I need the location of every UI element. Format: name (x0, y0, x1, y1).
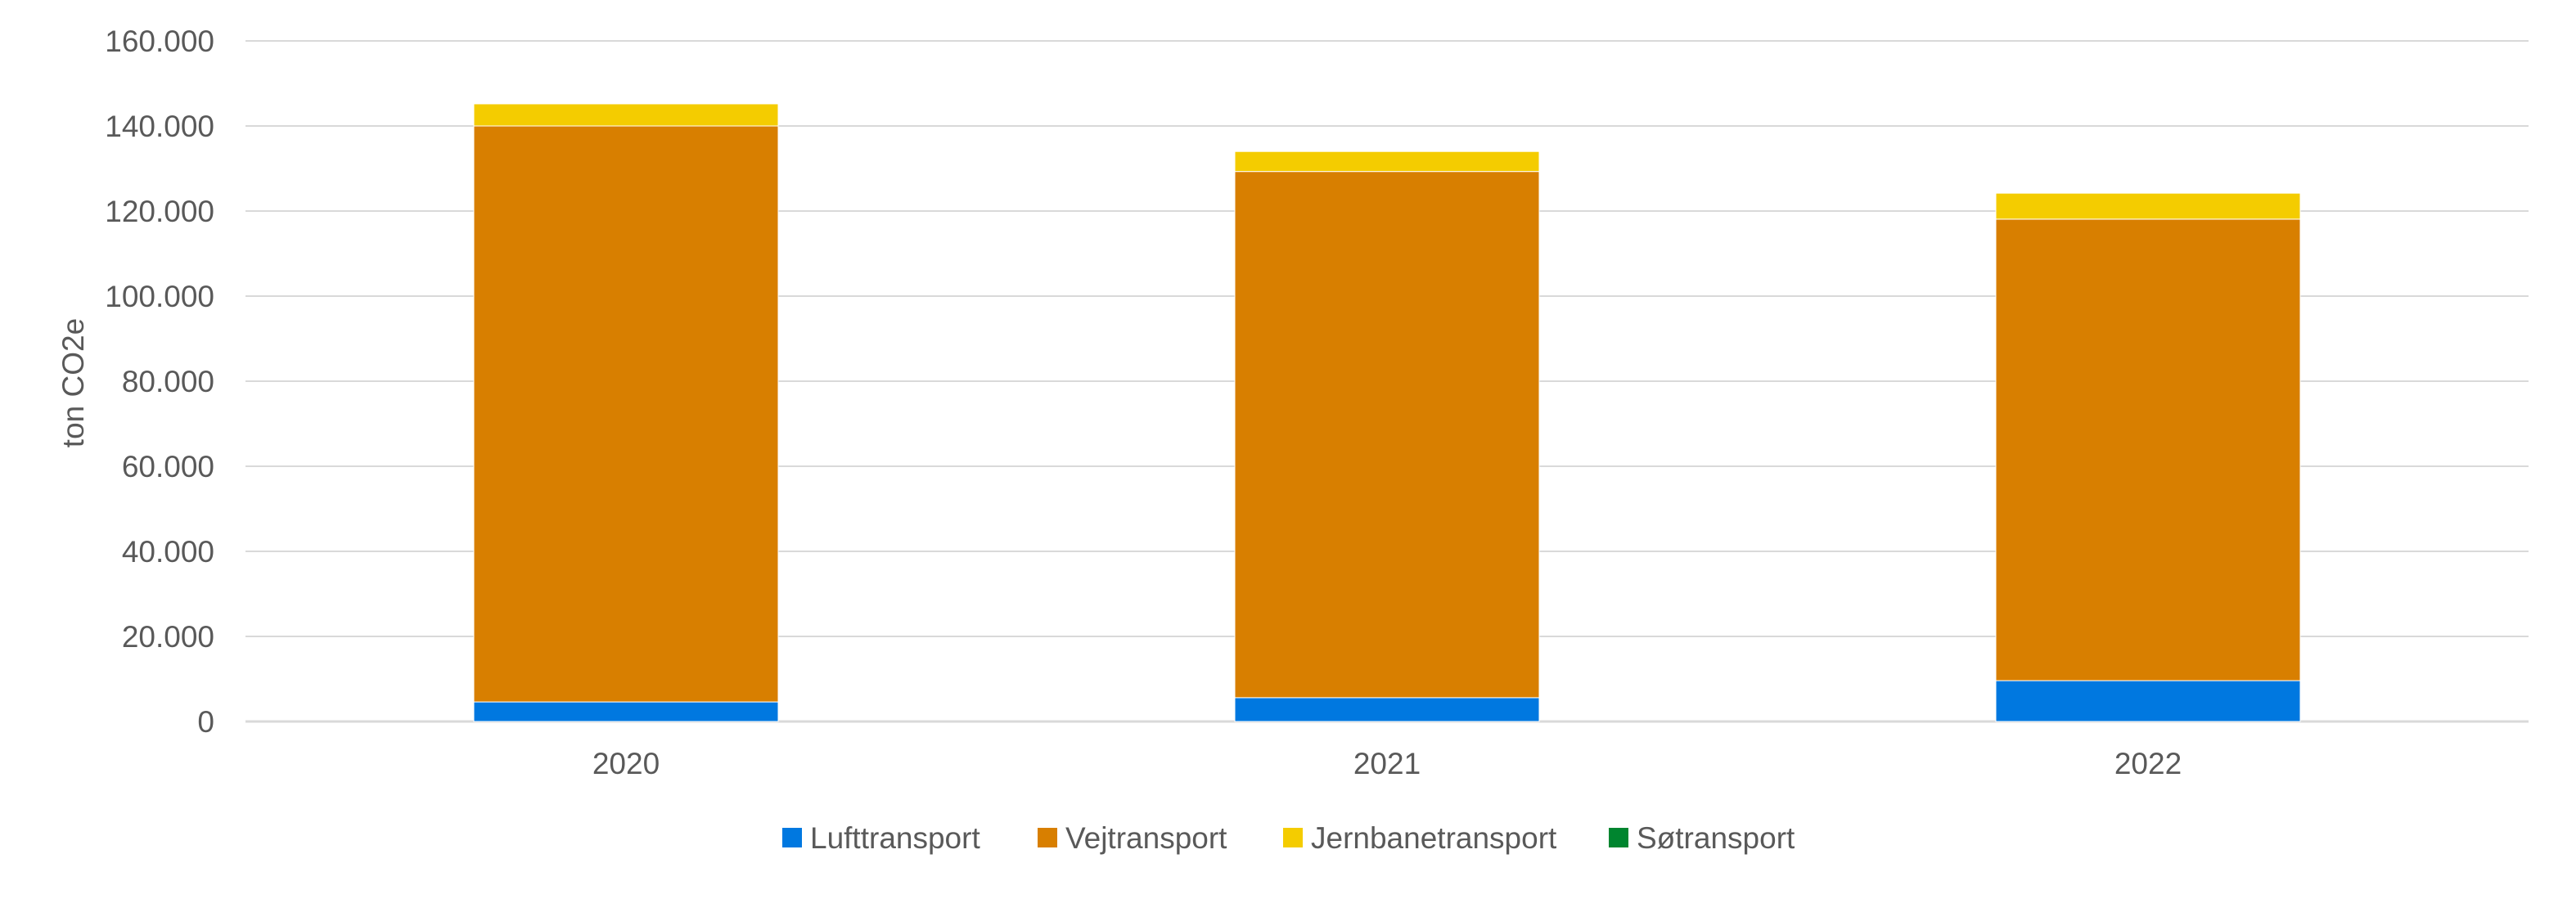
legend-label: Jernbanetransport (1311, 821, 1557, 855)
bar-lufttransport-2020 (473, 701, 779, 722)
y-tick-label: 20.000 (122, 620, 214, 654)
bar-jernbanetransport-2020 (473, 103, 779, 127)
y-tick-label: 100.000 (105, 280, 214, 313)
bar-vejtransport-2020 (473, 125, 779, 703)
bar-vejtransport-2021 (1234, 171, 1540, 699)
y-tick-label: 120.000 (105, 195, 214, 228)
bars (473, 103, 2301, 722)
legend-item: Lufttransport (782, 821, 980, 855)
bar-jernbanetransport-2022 (1995, 192, 2301, 220)
legend-swatch (1609, 828, 1628, 847)
legend-swatch (1038, 828, 1057, 847)
y-axis-ticks: 0 20.000 40.000 60.000 80.000 100.000 120.000 1… (105, 25, 214, 739)
x-axis-ticks: 2020 2021 2022 (592, 747, 2182, 780)
legend-item: Jernbanetransport (1283, 821, 1557, 855)
y-axis-label: ton CO2e (56, 318, 90, 447)
bar-lufttransport-2021 (1234, 697, 1540, 722)
legend-item: Vejtransport (1038, 821, 1227, 855)
y-tick-label: 80.000 (122, 365, 214, 398)
legend-swatch (782, 828, 802, 847)
bar-vejtransport-2022 (1995, 218, 2301, 681)
legend-label: Søtransport (1637, 821, 1795, 855)
x-tick-label: 2022 (2114, 747, 2182, 780)
legend-swatch (1283, 828, 1303, 847)
x-tick-label: 2020 (592, 747, 660, 780)
y-tick-label: 0 (197, 705, 214, 739)
y-tick-label: 60.000 (122, 450, 214, 483)
bar-lufttransport-2022 (1995, 680, 2301, 722)
legend-label: Vejtransport (1065, 821, 1227, 855)
y-tick-label: 40.000 (122, 535, 214, 569)
x-tick-label: 2021 (1353, 747, 1421, 780)
bar-jernbanetransport-2021 (1234, 151, 1540, 173)
legend-label: Lufttransport (810, 821, 980, 855)
y-tick-label: 160.000 (105, 25, 214, 58)
legend: Lufttransport Vejtransport Jernbanetranspo… (782, 821, 1795, 855)
legend-item: Søtransport (1609, 821, 1795, 855)
y-tick-label: 140.000 (105, 110, 214, 143)
